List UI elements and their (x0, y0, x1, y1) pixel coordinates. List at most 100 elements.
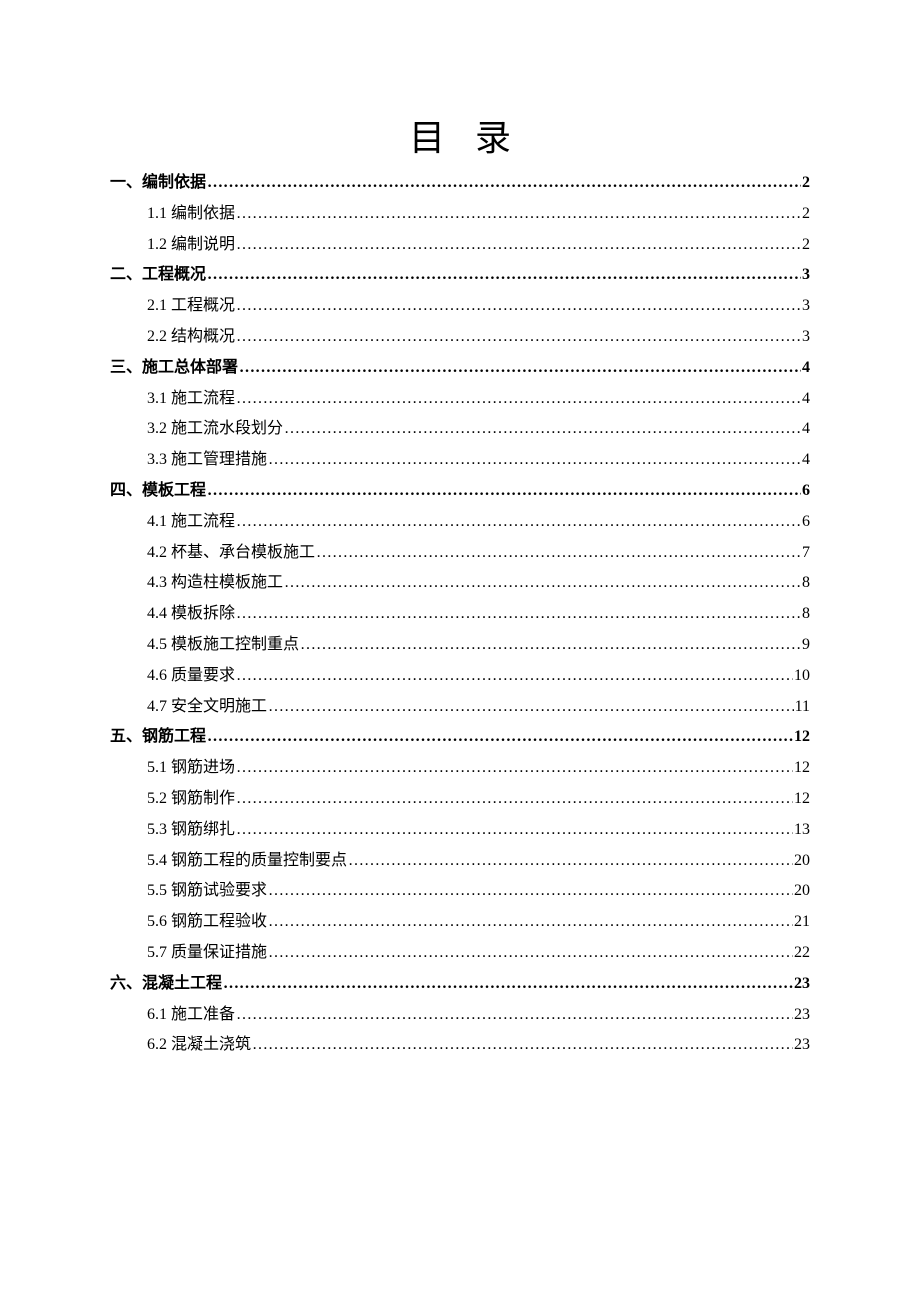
toc-page-number: 8 (802, 605, 810, 623)
toc-page-number: 6 (802, 481, 810, 499)
dot-leader (284, 568, 801, 599)
toc-page-number: 12 (794, 789, 810, 807)
toc-page-number: 21 (794, 913, 810, 931)
toc-chapter-entry[interactable]: 一、编制依据 2 (110, 168, 810, 199)
dot-leader (252, 1030, 793, 1061)
toc-page-number: 11 (794, 697, 810, 715)
toc-section-entry[interactable]: 4.3 构造柱模板施工 8 (110, 568, 810, 599)
toc-chapter-entry[interactable]: 五、钢筋工程 12 (110, 722, 810, 753)
toc-page-number: 4 (802, 389, 810, 407)
toc-section-entry[interactable]: 4.7 安全文明施工 11 (110, 692, 810, 723)
dot-leader (268, 938, 793, 969)
toc-entry-label: 1.1 编制依据 (147, 204, 236, 222)
toc-page-number: 12 (794, 728, 810, 746)
toc-section-entry[interactable]: 4.5 模板施工控制重点 9 (110, 630, 810, 661)
toc-entry-label: 2.2 结构概况 (147, 327, 236, 345)
toc-section-entry[interactable]: 4.2 杯基、承台模板施工 7 (110, 538, 810, 569)
toc-section-entry[interactable]: 5.7 质量保证措施 22 (110, 938, 810, 969)
toc-page-number: 3 (802, 327, 810, 345)
toc-section-entry[interactable]: 2.2 结构概况 3 (110, 322, 810, 353)
toc-entry-label: 4.3 构造柱模板施工 (147, 574, 284, 592)
toc-entry-label: 3.1 施工流程 (147, 389, 236, 407)
toc-entry-label: 3.2 施工流水段划分 (147, 420, 284, 438)
dot-leader (207, 260, 801, 291)
toc-section-entry[interactable]: 5.1 钢筋进场 12 (110, 753, 810, 784)
toc-entry-label: 5.7 质量保证措施 (147, 943, 268, 961)
toc-chapter-entry[interactable]: 二、工程概况 3 (110, 260, 810, 291)
toc-page-number: 3 (802, 297, 810, 315)
dot-leader (300, 630, 801, 661)
toc-chapter-entry[interactable]: 六、混凝土工程 23 (110, 969, 810, 1000)
toc-entry-label: 1.2 编制说明 (147, 235, 236, 253)
dot-leader (268, 445, 801, 476)
toc-entry-label: 5.6 钢筋工程验收 (147, 913, 268, 931)
toc-page-number: 4 (802, 358, 810, 376)
toc-entry-label: 五、钢筋工程 (110, 728, 207, 746)
toc-entry-label: 4.2 杯基、承台模板施工 (147, 543, 316, 561)
toc-section-entry[interactable]: 5.3 钢筋绑扎 13 (110, 815, 810, 846)
toc-entry-label: 6.1 施工准备 (147, 1005, 236, 1023)
toc-page-number: 23 (794, 1005, 810, 1023)
toc-section-entry[interactable]: 5.5 钢筋试验要求 20 (110, 876, 810, 907)
dot-leader (236, 230, 801, 261)
dot-leader (236, 1000, 793, 1031)
dot-leader (316, 538, 801, 569)
toc-page-number: 9 (802, 635, 810, 653)
toc-section-entry[interactable]: 3.3 施工管理措施 4 (110, 445, 810, 476)
toc-entry-label: 三、施工总体部署 (110, 358, 239, 376)
toc-page-number: 2 (802, 204, 810, 222)
dot-leader (268, 876, 793, 907)
toc-chapter-entry[interactable]: 三、施工总体部署 4 (110, 353, 810, 384)
dot-leader (236, 384, 801, 415)
dot-leader (207, 168, 801, 199)
toc-page-number: 20 (794, 851, 810, 869)
toc-section-entry[interactable]: 1.2 编制说明 2 (110, 230, 810, 261)
toc-page-number: 23 (794, 1036, 810, 1054)
toc-section-entry[interactable]: 2.1 工程概况 3 (110, 291, 810, 322)
toc-page-number: 22 (794, 943, 810, 961)
dot-leader (223, 969, 793, 1000)
dot-leader (236, 599, 801, 630)
dot-leader (207, 476, 801, 507)
toc-page-number: 23 (794, 974, 810, 992)
toc-page-number: 2 (802, 235, 810, 253)
toc-title: 目录 (408, 118, 541, 158)
toc-entry-label: 4.4 模板拆除 (147, 605, 236, 623)
toc-chapter-entry[interactable]: 四、模板工程 6 (110, 476, 810, 507)
dot-leader (348, 846, 793, 877)
toc-section-entry[interactable]: 5.6 钢筋工程验收 21 (110, 907, 810, 938)
toc-section-entry[interactable]: 4.4 模板拆除 8 (110, 599, 810, 630)
dot-leader (236, 199, 801, 230)
toc-page-number: 2 (802, 174, 810, 191)
toc-section-entry[interactable]: 5.2 钢筋制作 12 (110, 784, 810, 815)
toc-entry-label: 4.1 施工流程 (147, 512, 236, 530)
toc-page-number: 7 (802, 543, 810, 561)
toc-entry-label: 六、混凝土工程 (110, 974, 223, 992)
toc-section-entry[interactable]: 5.4 钢筋工程的质量控制要点 20 (110, 846, 810, 877)
dot-leader (236, 753, 793, 784)
dot-leader (236, 291, 801, 322)
toc-page-number: 8 (802, 574, 810, 592)
toc-section-entry[interactable]: 3.1 施工流程 4 (110, 384, 810, 415)
toc-entry-label: 3.3 施工管理措施 (147, 451, 268, 469)
toc-page-number: 13 (794, 820, 810, 838)
dot-leader (239, 353, 801, 384)
toc-section-entry[interactable]: 4.6 质量要求 10 (110, 661, 810, 692)
table-of-contents: 一、编制依据21.1 编制依据21.2 编制说明2二、工程概况32.1 工程概况… (110, 168, 810, 1061)
toc-entry-label: 二、工程概况 (110, 266, 207, 284)
toc-section-entry[interactable]: 4.1 施工流程 6 (110, 507, 810, 538)
toc-section-entry[interactable]: 3.2 施工流水段划分 4 (110, 414, 810, 445)
toc-entry-label: 5.5 钢筋试验要求 (147, 882, 268, 900)
dot-leader (236, 815, 793, 846)
toc-section-entry[interactable]: 6.1 施工准备 23 (110, 1000, 810, 1031)
toc-section-entry[interactable]: 6.2 混凝土浇筑 23 (110, 1030, 810, 1061)
toc-page-number: 3 (802, 266, 810, 284)
toc-section-entry[interactable]: 1.1 编制依据 2 (110, 199, 810, 230)
dot-leader (207, 722, 793, 753)
dot-leader (268, 692, 794, 723)
dot-leader (236, 507, 801, 538)
toc-entry-label: 5.4 钢筋工程的质量控制要点 (147, 851, 348, 869)
toc-entry-label: 5.1 钢筋进场 (147, 759, 236, 777)
dot-leader (236, 784, 793, 815)
